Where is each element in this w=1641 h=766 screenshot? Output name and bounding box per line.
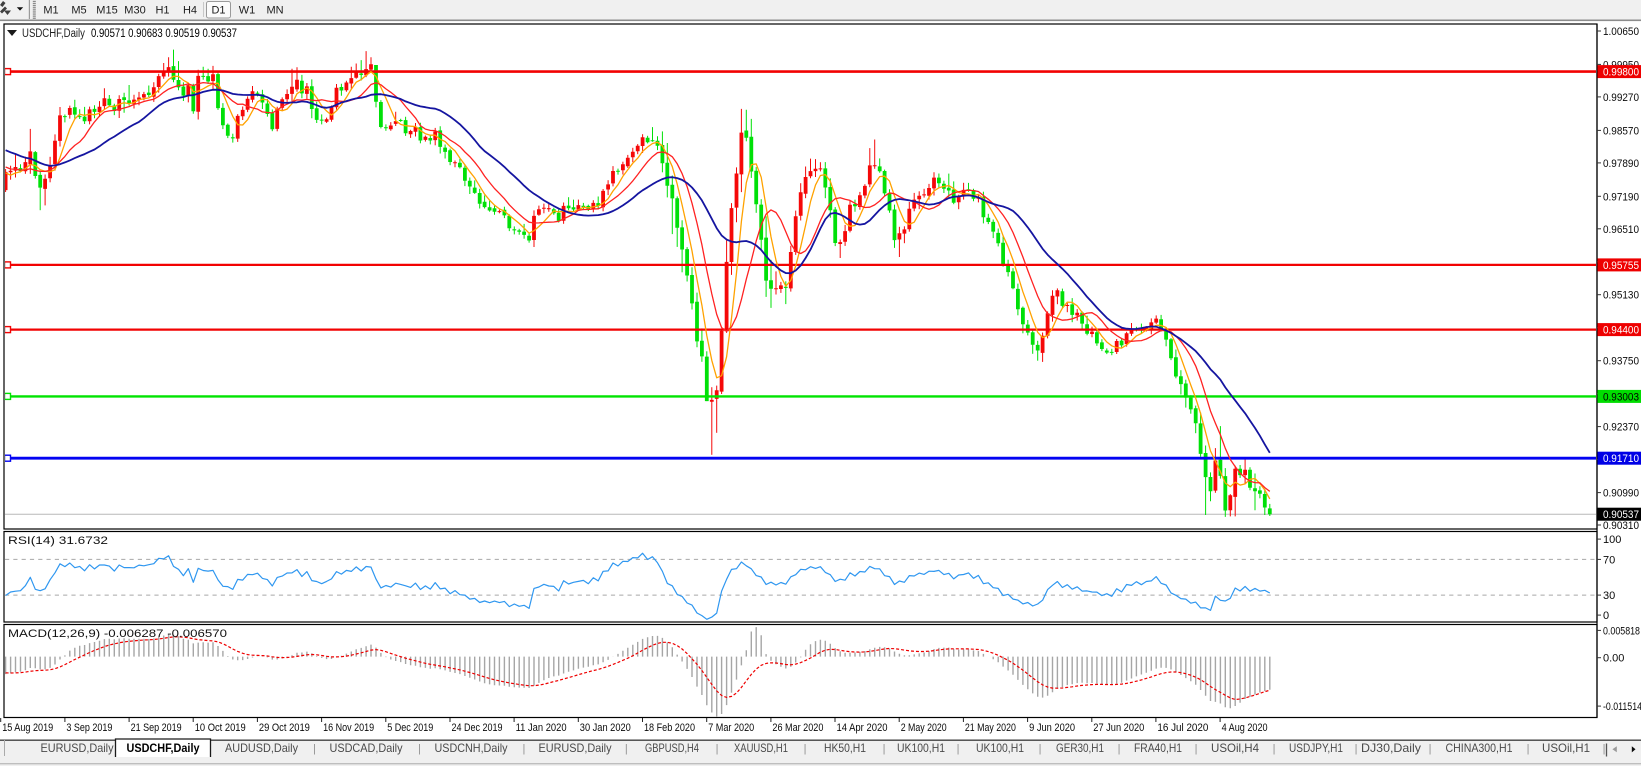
svg-text:CHINA300,H1: CHINA300,H1 xyxy=(1446,741,1513,755)
svg-text:W1: W1 xyxy=(239,5,256,17)
svg-text:H1: H1 xyxy=(155,5,169,17)
svg-text:H4: H4 xyxy=(183,5,197,17)
svg-text:0.95755: 0.95755 xyxy=(1603,260,1639,272)
svg-text:M30: M30 xyxy=(124,5,145,17)
svg-text:0.91710: 0.91710 xyxy=(1603,453,1639,465)
svg-text:11 Jan 2020: 11 Jan 2020 xyxy=(516,722,567,734)
svg-text:|: | xyxy=(957,743,960,755)
svg-text:M5: M5 xyxy=(71,5,86,17)
svg-text:FRA40,H1: FRA40,H1 xyxy=(1134,741,1182,755)
svg-text:M15: M15 xyxy=(96,5,117,17)
svg-text:D1: D1 xyxy=(211,5,225,17)
svg-text:-0.011514: -0.011514 xyxy=(1603,701,1641,713)
svg-text:0.97890: 0.97890 xyxy=(1603,158,1639,170)
svg-text:DJ30,Daily: DJ30,Daily xyxy=(1361,741,1421,755)
svg-text:USDCAD,Daily: USDCAD,Daily xyxy=(330,741,403,755)
svg-text:|: | xyxy=(1527,743,1530,755)
svg-text:|: | xyxy=(625,743,628,755)
svg-text:16 Jul 2020: 16 Jul 2020 xyxy=(1157,722,1208,734)
svg-text:USDCHF,Daily: USDCHF,Daily xyxy=(22,28,85,40)
svg-text:EURUSD,Daily: EURUSD,Daily xyxy=(41,741,114,755)
svg-text:AUDUSD,Daily: AUDUSD,Daily xyxy=(225,741,298,755)
svg-text:5 Dec 2019: 5 Dec 2019 xyxy=(387,722,433,734)
svg-text:4 Aug 2020: 4 Aug 2020 xyxy=(1222,722,1268,734)
svg-text:|: | xyxy=(1273,743,1276,755)
svg-text:30 Jan 2020: 30 Jan 2020 xyxy=(580,722,631,734)
svg-text:18 Feb 2020: 18 Feb 2020 xyxy=(644,722,695,734)
svg-text:|: | xyxy=(804,743,807,755)
svg-text:UK100,H1: UK100,H1 xyxy=(897,741,945,755)
svg-text:|: | xyxy=(1355,743,1358,755)
svg-text:USDJPY,H1: USDJPY,H1 xyxy=(1289,741,1343,755)
svg-text:26 Mar 2020: 26 Mar 2020 xyxy=(772,722,823,734)
svg-text:0.97190: 0.97190 xyxy=(1603,191,1639,203)
svg-text:0.93003: 0.93003 xyxy=(1603,391,1639,403)
svg-text:MACD(12,26,9) -0.006287 -0.006: MACD(12,26,9) -0.006287 -0.006570 xyxy=(8,628,227,640)
svg-text:|: | xyxy=(313,743,316,755)
svg-text:9 Jun 2020: 9 Jun 2020 xyxy=(1029,722,1075,734)
svg-text:GER30,H1: GER30,H1 xyxy=(1056,741,1104,755)
svg-text:0.99800: 0.99800 xyxy=(1603,67,1639,79)
svg-text:15 Aug 2019: 15 Aug 2019 xyxy=(2,722,53,734)
svg-text:0.99270: 0.99270 xyxy=(1603,92,1639,104)
svg-text:0.96510: 0.96510 xyxy=(1603,224,1639,236)
svg-text:|: | xyxy=(1118,743,1121,755)
svg-text:3 Sep 2019: 3 Sep 2019 xyxy=(66,722,112,734)
svg-text:0.93750: 0.93750 xyxy=(1603,356,1639,368)
svg-text:24 Dec 2019: 24 Dec 2019 xyxy=(452,722,503,734)
svg-text:EURUSD,Daily: EURUSD,Daily xyxy=(539,741,612,755)
svg-text:0.90990: 0.90990 xyxy=(1603,488,1639,500)
svg-text:|: | xyxy=(1429,743,1432,755)
svg-text:USDCNH,Daily: USDCNH,Daily xyxy=(435,741,508,755)
svg-text:16 Nov 2019: 16 Nov 2019 xyxy=(323,722,374,734)
svg-text:2 May 2020: 2 May 2020 xyxy=(901,722,947,734)
svg-text:0.98570: 0.98570 xyxy=(1603,125,1639,137)
svg-text:0: 0 xyxy=(1603,610,1609,622)
svg-text:GBPUSD,H4: GBPUSD,H4 xyxy=(645,741,699,755)
svg-text:27 Jun 2020: 27 Jun 2020 xyxy=(1093,722,1144,734)
svg-text:70: 70 xyxy=(1603,554,1615,566)
svg-text:0.94400: 0.94400 xyxy=(1603,325,1639,337)
svg-text:29 Oct 2019: 29 Oct 2019 xyxy=(259,722,310,734)
svg-text:0.005818: 0.005818 xyxy=(1603,625,1640,637)
svg-text:|: | xyxy=(1603,743,1606,755)
svg-text:XAUUSD,H1: XAUUSD,H1 xyxy=(734,741,788,755)
svg-text:0.92370: 0.92370 xyxy=(1603,422,1639,434)
svg-text:0.00: 0.00 xyxy=(1603,653,1624,665)
svg-text:0.90571 0.90683 0.90519 0.9053: 0.90571 0.90683 0.90519 0.90537 xyxy=(91,28,237,40)
svg-text:|: | xyxy=(418,743,421,755)
svg-text:MN: MN xyxy=(266,5,283,17)
svg-text:7 Mar 2020: 7 Mar 2020 xyxy=(708,722,754,734)
svg-text:10 Oct 2019: 10 Oct 2019 xyxy=(195,722,246,734)
svg-text:HK50,H1: HK50,H1 xyxy=(824,741,866,755)
svg-text:1.00650: 1.00650 xyxy=(1603,26,1639,38)
svg-text:100: 100 xyxy=(1603,534,1621,546)
svg-text:USOil,H4: USOil,H4 xyxy=(1211,741,1259,755)
svg-text:USDCHF,Daily: USDCHF,Daily xyxy=(127,741,200,755)
svg-text:0.90310: 0.90310 xyxy=(1603,520,1639,532)
svg-text:USOil,H1: USOil,H1 xyxy=(1542,741,1590,755)
svg-text:14 Apr 2020: 14 Apr 2020 xyxy=(837,722,888,734)
svg-text:|: | xyxy=(522,743,525,755)
svg-text:21 Sep 2019: 21 Sep 2019 xyxy=(131,722,182,734)
svg-text:0.90537: 0.90537 xyxy=(1603,509,1639,521)
svg-text:RSI(14) 31.6732: RSI(14) 31.6732 xyxy=(8,535,108,547)
svg-text:M1: M1 xyxy=(43,5,58,17)
svg-text:0.95130: 0.95130 xyxy=(1603,290,1639,302)
svg-text:|: | xyxy=(1039,743,1042,755)
svg-text:|: | xyxy=(883,743,886,755)
svg-text:UK100,H1: UK100,H1 xyxy=(976,741,1024,755)
svg-text:|: | xyxy=(716,743,719,755)
svg-text:21 May 2020: 21 May 2020 xyxy=(965,722,1016,734)
svg-text:|: | xyxy=(1195,743,1198,755)
svg-text:30: 30 xyxy=(1603,590,1615,602)
